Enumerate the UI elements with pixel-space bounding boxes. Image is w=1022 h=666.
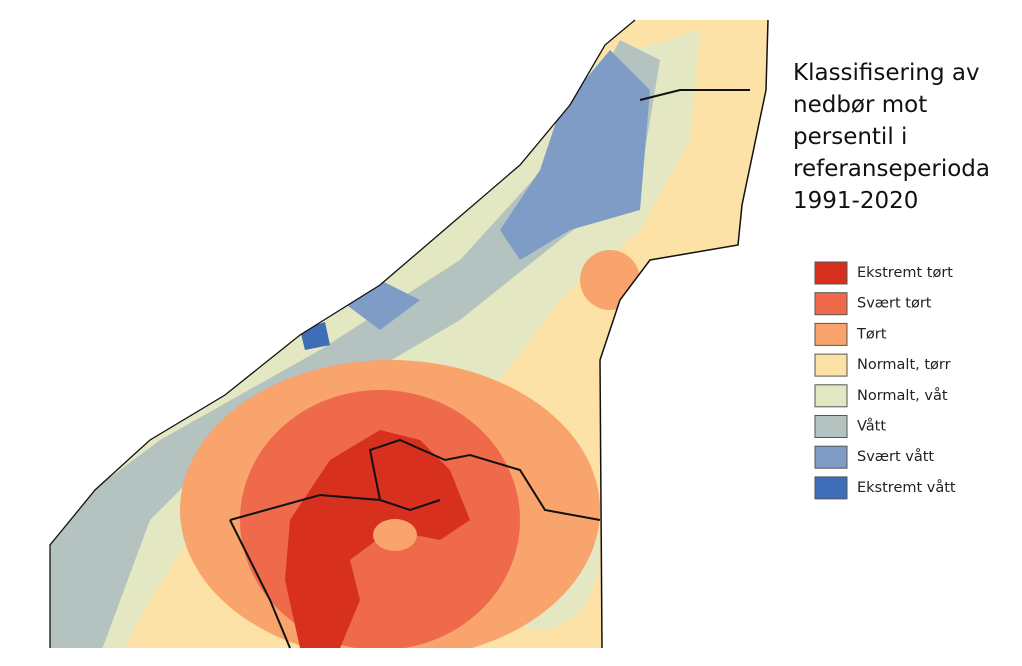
legend-swatch — [814, 384, 848, 408]
title-line: Klassifisering av — [793, 60, 980, 86]
borders — [49, 19, 769, 649]
legend-swatch — [814, 353, 848, 377]
legend-label: Svært vått — [857, 448, 934, 465]
legend-label: Ekstremt vått — [857, 479, 956, 496]
title: Klassifisering av nedbør mot persentil i… — [793, 60, 990, 214]
legend-label: Normalt, tørr — [857, 357, 951, 373]
legend-label: Svært tørt — [857, 296, 932, 312]
legend-swatch — [814, 445, 848, 469]
legend: Ekstremt tørt Svært tørt Tørt Normalt, tørr… — [814, 261, 956, 500]
legend-label: Ekstremt tørt — [857, 265, 953, 281]
legend-swatch — [814, 476, 848, 500]
title-line: nedbør mot — [793, 92, 927, 118]
legend-swatch — [814, 322, 848, 346]
legend-label: Normalt, våt — [857, 387, 948, 404]
map — [50, 20, 768, 648]
title-line: referanseperioda — [793, 156, 990, 182]
legend-swatch — [814, 415, 848, 438]
title-line: persentil i — [793, 124, 907, 150]
legend-swatch — [814, 261, 848, 285]
title-line: 1991-2020 — [793, 188, 918, 214]
legend-swatch — [814, 292, 848, 316]
legend-label: Vått — [857, 418, 886, 435]
legend-label: Tørt — [856, 326, 887, 342]
